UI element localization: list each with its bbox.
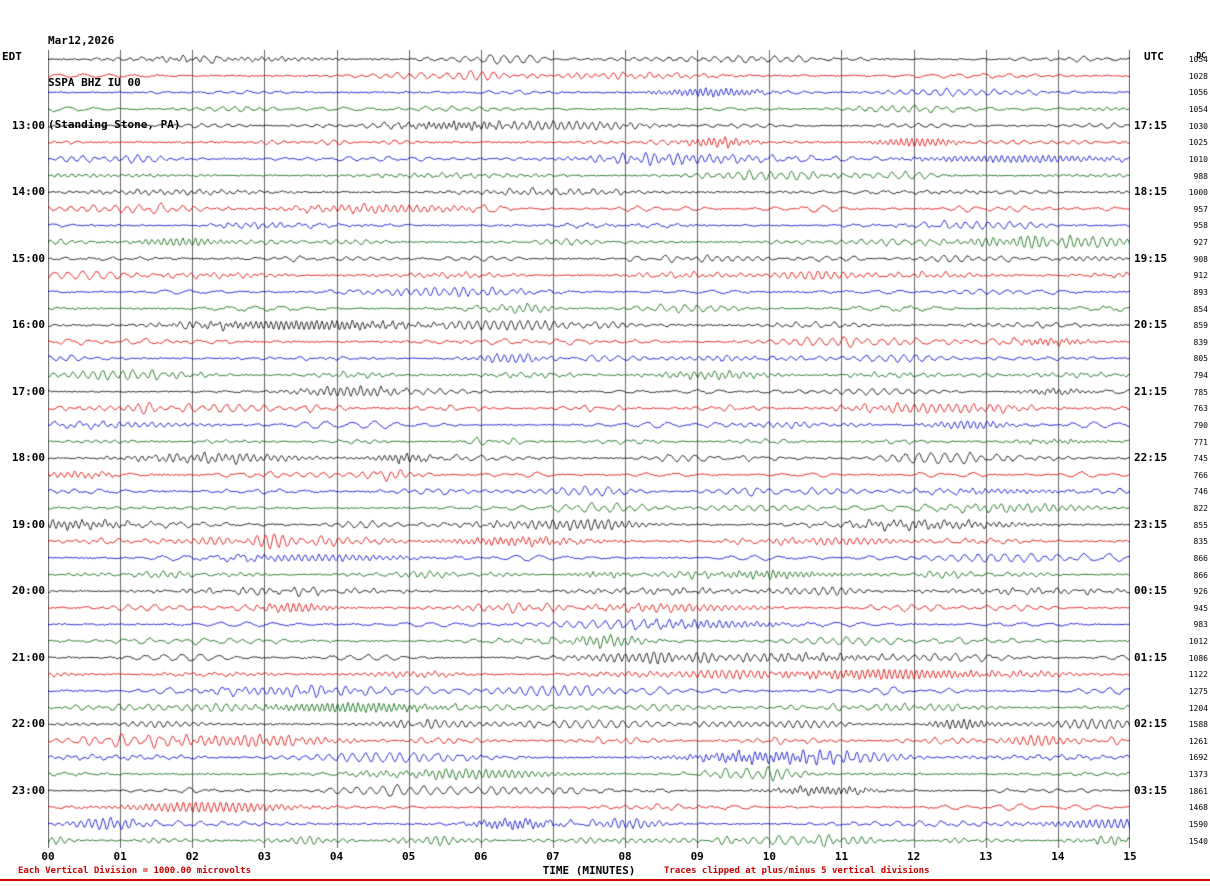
utc-hour-label: 20:15 (1134, 318, 1168, 332)
x-axis-title: TIME (MINUTES) (542, 864, 636, 877)
x-tick-label: 13 (979, 850, 993, 863)
dc-offset-value: 790 (1193, 420, 1208, 430)
x-tick-label: 02 (185, 850, 199, 863)
edt-hour-label: 16:00 (11, 318, 45, 332)
dc-offset-value: 866 (1193, 553, 1208, 563)
dc-offset-value: 912 (1193, 271, 1208, 281)
dc-offset-value: 1861 (1188, 786, 1208, 796)
edt-hour-label: 23:00 (11, 783, 45, 797)
x-tick-label: 01 (113, 850, 127, 863)
dc-offset-value: 859 (1193, 321, 1208, 331)
dc-offset-value: 926 (1193, 587, 1208, 597)
x-tick-label: 15 (1123, 850, 1137, 863)
dc-offset-value: 945 (1193, 603, 1208, 613)
dc-offset-value: 1030 (1188, 121, 1208, 131)
edt-hour-label: 22:00 (11, 717, 45, 731)
dc-offset-value: 988 (1193, 171, 1208, 181)
dc-offset-value: 745 (1193, 454, 1208, 464)
utc-hour-label: 03:15 (1134, 783, 1168, 797)
x-tick-label: 07 (546, 850, 560, 863)
dc-offset-value: 1373 (1188, 770, 1208, 780)
dc-offset-value: 908 (1193, 254, 1208, 264)
edt-hour-label: 18:00 (11, 451, 45, 465)
dc-offset-value: 1056 (1188, 88, 1208, 98)
dc-offset-value: 794 (1193, 371, 1208, 381)
x-tick-label: 09 (690, 850, 704, 863)
dc-offset-value: 1000 (1188, 188, 1208, 198)
dc-offset-value: 835 (1193, 537, 1208, 547)
dc-offset-value: 839 (1193, 337, 1208, 347)
dc-offset-value: 893 (1193, 287, 1208, 297)
dc-offset-value: 1540 (1188, 836, 1208, 846)
dc-offset-value: 1054 (1188, 55, 1208, 65)
dc-offset-value: 785 (1193, 387, 1208, 397)
utc-hour-label: 00:15 (1134, 584, 1168, 598)
x-tick-label: 06 (474, 850, 488, 863)
x-tick-label: 03 (257, 850, 272, 863)
dc-offset-value: 766 (1193, 470, 1208, 480)
utc-hour-label: 19:15 (1134, 251, 1168, 265)
x-tick-label: 14 (1051, 850, 1065, 863)
utc-axis-label: UTC (1144, 50, 1164, 63)
edt-hour-label: 15:00 (11, 251, 45, 265)
edt-hour-label: 14:00 (11, 185, 45, 199)
seismogram-traces-canvas (48, 50, 1130, 848)
footer-clip-note: Traces clipped at plus/minus 5 vertical … (664, 866, 930, 876)
dc-offset-value: 1025 (1188, 138, 1208, 148)
dc-offset-value: 1275 (1188, 686, 1208, 696)
edt-hour-label: 19:00 (11, 517, 45, 531)
x-tick-label: 08 (618, 850, 632, 863)
dc-offset-value: 1086 (1188, 653, 1208, 663)
dc-offset-value: 1204 (1188, 703, 1208, 713)
dc-offset-value: 1122 (1188, 670, 1208, 680)
dc-offset-value: 1028 (1188, 71, 1208, 81)
x-tick-label: 12 (906, 850, 921, 863)
dc-offset-value: 1261 (1188, 736, 1208, 746)
edt-hour-label: 20:00 (11, 584, 45, 598)
dc-offset-value: 1054 (1188, 105, 1208, 115)
dc-offset-value: 746 (1193, 487, 1208, 497)
dc-offset-value: 1588 (1188, 720, 1208, 730)
dc-offset-value: 763 (1193, 404, 1208, 414)
utc-hour-label: 23:15 (1134, 517, 1168, 531)
dc-offset-value: 983 (1193, 620, 1208, 630)
dc-offset-value: 958 (1193, 221, 1208, 231)
dc-offset-value: 854 (1193, 304, 1208, 314)
dc-offset-value: 1590 (1188, 819, 1208, 829)
utc-hour-label: 02:15 (1134, 717, 1168, 731)
dc-offset-value: 1692 (1188, 753, 1208, 763)
utc-hour-label: 21:15 (1134, 384, 1168, 398)
dc-axis-label: DC (1196, 51, 1206, 60)
x-tick-label: 04 (329, 850, 344, 863)
utc-hour-label: 01:15 (1134, 650, 1168, 664)
dc-offset-value: 1010 (1188, 154, 1208, 164)
dc-offset-value: 855 (1193, 520, 1208, 530)
edt-hour-label: 21:00 (11, 650, 45, 664)
dc-offset-value: 927 (1193, 238, 1208, 248)
footer-rule (0, 879, 1210, 881)
utc-hour-label: 17:15 (1134, 118, 1168, 132)
edt-axis-label: EDT (2, 50, 22, 63)
x-tick-label: 00 (41, 850, 55, 863)
x-tick-label: 11 (834, 850, 849, 863)
edt-hour-label: 17:00 (11, 384, 45, 398)
dc-offset-value: 805 (1193, 354, 1208, 364)
utc-hour-label: 18:15 (1134, 185, 1168, 199)
x-tick-label: 05 (402, 850, 416, 863)
dc-offset-value: 957 (1193, 204, 1208, 214)
footer-scale-note: Each Vertical Division = 1000.00 microvo… (18, 866, 251, 876)
utc-hour-label: 22:15 (1134, 451, 1168, 465)
dc-offset-value: 771 (1193, 437, 1208, 447)
dc-offset-value: 822 (1193, 504, 1208, 514)
header-date: Mar12,2026 (48, 34, 115, 47)
dc-offset-value: 1468 (1188, 803, 1208, 813)
dc-offset-value: 1012 (1188, 637, 1208, 647)
edt-hour-label: 13:00 (11, 118, 45, 132)
x-tick-label: 10 (762, 850, 776, 863)
dc-offset-value: 866 (1193, 570, 1208, 580)
